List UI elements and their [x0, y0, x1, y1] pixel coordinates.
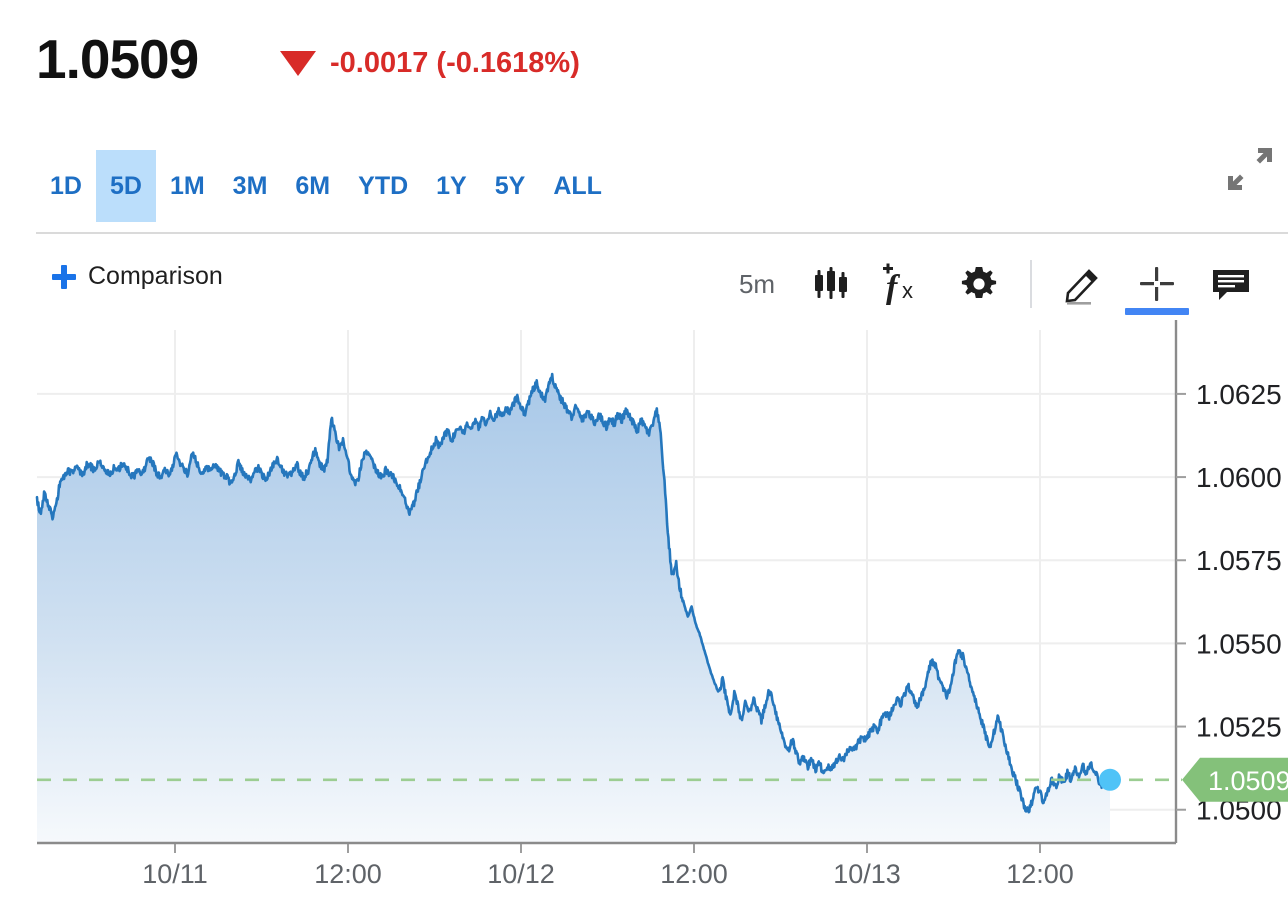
draw-pencil-icon[interactable]	[1046, 248, 1120, 320]
crosshair-icon[interactable]	[1120, 248, 1194, 320]
chart-toolbar: Comparison 5m f x	[0, 248, 1288, 320]
candlestick-chart-type-icon[interactable]	[794, 248, 868, 320]
chart-area-fill	[37, 374, 1114, 843]
range-tab-1d[interactable]: 1D	[50, 171, 82, 200]
chart-tools: 5m f x	[720, 248, 1268, 320]
range-tab-5y[interactable]: 5Y	[494, 171, 526, 200]
plus-icon	[52, 264, 76, 289]
time-range-tabs: 1D 5D 1M 3M 6M YTD 1Y 5Y ALL	[36, 150, 616, 222]
current-price: 1.0509	[36, 28, 199, 90]
price-change-text: -0.0017 (-0.1618%)	[330, 47, 580, 79]
gear-icon[interactable]	[942, 248, 1016, 320]
comparison-label: Comparison	[88, 262, 223, 290]
y-axis-tick-label: 1.0600	[1196, 462, 1282, 493]
price-chart[interactable]: 1.0625 1.0600 1.0575 1.0550 1.0525 1.0500 10/…	[0, 320, 1288, 922]
x-axis-tick-label: 10/11	[142, 859, 208, 889]
y-axis-tick-label: 1.0575	[1196, 545, 1282, 576]
interval-selector[interactable]: 5m	[738, 268, 776, 299]
last-price-dot	[1099, 768, 1121, 791]
x-axis-labels: 10/11 12:00 10/12 12:00 10/13 12:00	[142, 859, 1074, 889]
current-price-badge: 1.0509	[1182, 757, 1288, 802]
header-divider	[36, 232, 1288, 234]
range-tab-all[interactable]: ALL	[553, 171, 602, 200]
y-axis-tick-label: 1.0625	[1196, 379, 1282, 410]
current-price-badge-text: 1.0509	[1208, 766, 1288, 796]
range-tab-6m[interactable]: 6M	[295, 171, 331, 200]
x-axis-tick-label: 12:00	[660, 859, 728, 889]
comment-note-icon[interactable]	[1194, 248, 1268, 320]
price-badge-shape	[1182, 757, 1288, 802]
x-axis-tick-label: 10/12	[487, 859, 555, 889]
toolbar-divider	[1030, 260, 1032, 308]
quote-header: 1.0509 -0.0017 (-0.1618%)	[0, 0, 1288, 234]
range-tab-1y[interactable]: 1Y	[436, 171, 467, 200]
svg-text:f: f	[886, 269, 901, 306]
svg-text:x: x	[902, 278, 913, 303]
down-triangle-icon	[280, 51, 316, 76]
range-tab-3m[interactable]: 3M	[232, 171, 268, 200]
range-tab-1m[interactable]: 1M	[169, 171, 205, 200]
collapse-diagonal-arrows-icon[interactable]	[1220, 140, 1278, 198]
x-axis-tick-label: 12:00	[314, 859, 382, 889]
indicators-fx-icon[interactable]: f x	[868, 248, 942, 320]
y-axis-tick-label: 1.0550	[1196, 628, 1282, 659]
range-tab-ytd[interactable]: YTD	[358, 171, 409, 200]
x-axis-tick-label: 12:00	[1006, 859, 1074, 889]
x-axis-tick-label: 10/13	[833, 859, 901, 889]
add-comparison-button[interactable]: Comparison	[52, 262, 223, 291]
chart-line	[35, 372, 1115, 814]
price-change-group: -0.0017 (-0.1618%)	[280, 47, 580, 80]
range-tab-5d[interactable]: 5D	[95, 150, 156, 222]
y-axis-tick-label: 1.0525	[1196, 712, 1282, 743]
